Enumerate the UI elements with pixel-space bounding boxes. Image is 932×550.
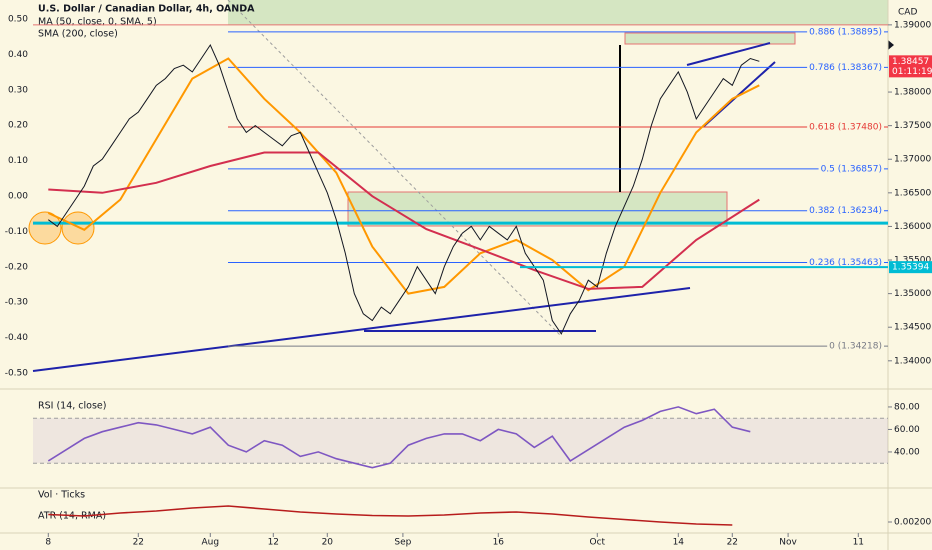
y-tick-label: 1.34500	[894, 323, 931, 333]
x-tick-label: 20	[322, 538, 334, 548]
highlight	[28, 211, 62, 245]
y-tick-label: 1.37500	[894, 121, 931, 131]
line-series	[48, 505, 733, 526]
x-tick-label: Oct	[590, 538, 606, 548]
y-tick-label: 0.00200	[894, 518, 931, 528]
fib-label-bg	[807, 256, 884, 269]
y-tick-label: 1.36000	[894, 222, 931, 232]
fib-label: 0.886 (1.38895)	[809, 27, 882, 37]
pane-title: RSI (14, close)	[38, 401, 106, 412]
y-tick-label: 1.37000	[894, 155, 931, 165]
y-tick-label: 1.35500	[894, 256, 931, 266]
price-tag-label: 1.38457	[892, 57, 929, 67]
fib-label-bg	[827, 340, 884, 353]
y2-tick-label: 0.30	[8, 85, 28, 95]
fib-label: 0 (1.34218)	[829, 342, 882, 352]
zone	[624, 32, 796, 45]
y-tick-label: 1.35000	[894, 289, 931, 299]
y2-tick-label: 0.10	[8, 156, 28, 166]
line-series	[47, 57, 760, 295]
currency: CAD	[898, 8, 917, 18]
chart-title: U.S. Dollar / Canadian Dollar, 4h, OANDA	[38, 4, 255, 15]
x-tick-label: Aug	[202, 538, 220, 548]
fib-label-bg	[807, 25, 884, 38]
marker	[888, 40, 894, 50]
x-tick-label: 8	[45, 538, 51, 548]
y2-tick-label: 0.00	[8, 191, 28, 201]
fib-label: 0.5 (1.36857)	[821, 164, 882, 174]
x-tick-label: 11	[853, 538, 864, 548]
fib-label: 0.236 (1.35463)	[809, 258, 882, 268]
y2-tick-label: -0.50	[5, 368, 29, 378]
pane-title: Vol · Ticks	[38, 490, 85, 501]
y-tick-label: 1.39000	[894, 20, 931, 30]
fib-label-bg	[818, 162, 884, 175]
line-series	[48, 43, 760, 335]
x-tick-label: Sep	[394, 538, 411, 548]
x-tick-label: Nov	[779, 538, 797, 548]
y2-tick-label: -0.40	[5, 333, 29, 343]
y-tick-label: 1.36500	[894, 188, 931, 198]
y2-tick-label: 0.20	[8, 121, 28, 131]
line-series	[48, 151, 760, 290]
y-tick-label: 1.34000	[894, 356, 931, 366]
y-tick-label: 40.00	[894, 447, 920, 457]
highlight	[61, 211, 95, 245]
countdown: 01:11:19	[892, 67, 932, 77]
y-tick-label: 1.38000	[894, 88, 931, 98]
x-tick-label: 22	[133, 538, 144, 548]
trendline	[686, 42, 771, 66]
diagonal	[227, 0, 561, 336]
price-tag	[889, 55, 932, 78]
y2-tick-label: -0.10	[5, 227, 29, 237]
fib-label: 0.786 (1.38367)	[809, 63, 882, 73]
y2-tick-label: 0.50	[8, 15, 28, 25]
price-tag-label: 1.35394	[892, 263, 929, 273]
x-tick-label: 16	[493, 538, 505, 548]
x-tick-label: 14	[673, 538, 685, 548]
fib-label-bg	[807, 120, 884, 133]
fib-label-bg	[807, 61, 884, 74]
zone	[228, 0, 888, 25]
price-tag	[889, 261, 932, 274]
rsi-band	[33, 418, 888, 464]
line-series	[47, 406, 751, 469]
fib-label-bg	[807, 204, 884, 217]
y-tick-label: 60.00	[894, 425, 920, 435]
y-tick-label: 80.00	[894, 402, 920, 412]
legend-entry: SMA (200, close)	[38, 29, 118, 40]
x-tick-label: 12	[268, 538, 279, 548]
fib-label: 0.618 (1.37480)	[809, 122, 882, 132]
y2-tick-label: 0.40	[8, 50, 28, 60]
x-tick-label: 22	[727, 538, 738, 548]
trendline	[32, 287, 691, 372]
legend-entry: MA (50, close, 0, SMA, 5)	[38, 17, 157, 28]
zone	[347, 191, 728, 227]
y2-tick-label: -0.30	[5, 298, 29, 308]
drawings	[28, 0, 894, 372]
y2-tick-label: -0.20	[5, 262, 29, 272]
fib-label: 0.382 (1.36234)	[809, 206, 882, 216]
